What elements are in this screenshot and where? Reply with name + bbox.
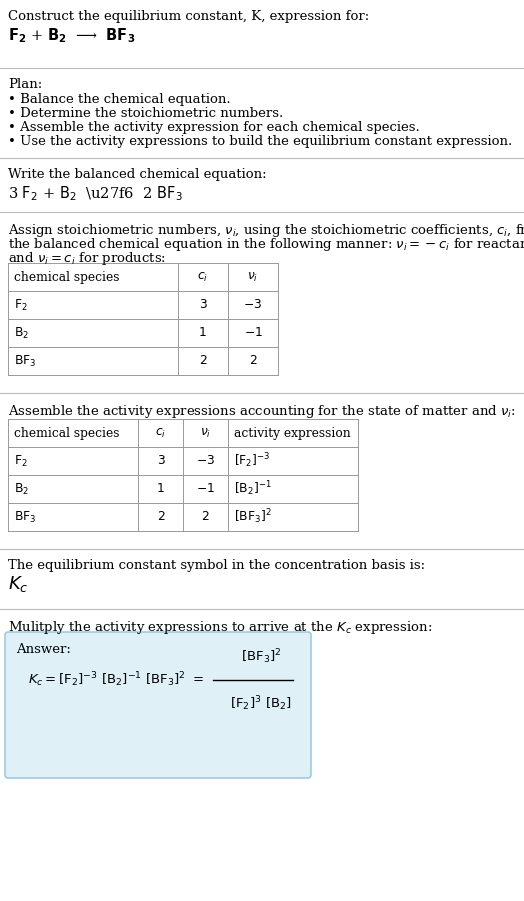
Text: Assign stoichiometric numbers, $\nu_i$, using the stoichiometric coefficients, $: Assign stoichiometric numbers, $\nu_i$, …	[8, 222, 524, 239]
Text: 3: 3	[199, 298, 207, 312]
Text: $\nu_i$: $\nu_i$	[200, 426, 211, 440]
Text: • Assemble the activity expression for each chemical species.: • Assemble the activity expression for e…	[8, 121, 420, 134]
Text: $\nu_i$: $\nu_i$	[247, 270, 258, 284]
Text: 1: 1	[199, 326, 207, 340]
Text: Plan:: Plan:	[8, 78, 42, 91]
Text: 2: 2	[157, 511, 165, 523]
Text: the balanced chemical equation in the following manner: $\nu_i = -c_i$ for react: the balanced chemical equation in the fo…	[8, 236, 524, 253]
Text: 1: 1	[157, 483, 165, 496]
Text: 3 $\mathrm{F_2}$ + $\mathrm{B_2}$  \u27f6  2 $\mathrm{BF_3}$: 3 $\mathrm{F_2}$ + $\mathrm{B_2}$ \u27f6…	[8, 184, 183, 203]
Text: $\mathrm{B_2}$: $\mathrm{B_2}$	[14, 325, 29, 341]
Text: $-3$: $-3$	[196, 454, 215, 468]
Text: $[\mathrm{BF_3}]^2$: $[\mathrm{BF_3}]^2$	[241, 647, 281, 666]
Text: Answer:: Answer:	[16, 643, 71, 656]
Text: The equilibrium constant symbol in the concentration basis is:: The equilibrium constant symbol in the c…	[8, 559, 425, 572]
Text: $\mathrm{B_2}$: $\mathrm{B_2}$	[14, 481, 29, 496]
Text: activity expression: activity expression	[234, 426, 351, 440]
Text: $K_c$: $K_c$	[8, 574, 29, 594]
Text: $\mathrm{F_2}$: $\mathrm{F_2}$	[14, 297, 28, 313]
Text: 2: 2	[249, 354, 257, 368]
Text: and $\nu_i = c_i$ for products:: and $\nu_i = c_i$ for products:	[8, 250, 166, 267]
Text: $-3$: $-3$	[244, 298, 263, 312]
Text: $\mathbf{F_2}$ + $\mathbf{B_2}$  ⟶  $\mathbf{BF_3}$: $\mathbf{F_2}$ + $\mathbf{B_2}$ ⟶ $\math…	[8, 26, 135, 45]
Text: chemical species: chemical species	[14, 270, 119, 284]
Text: 3: 3	[157, 454, 165, 468]
Text: $\mathrm{BF_3}$: $\mathrm{BF_3}$	[14, 509, 36, 524]
Text: • Balance the chemical equation.: • Balance the chemical equation.	[8, 93, 231, 106]
Text: Write the balanced chemical equation:: Write the balanced chemical equation:	[8, 168, 267, 181]
Text: $[\mathrm{BF_3}]^2$: $[\mathrm{BF_3}]^2$	[234, 507, 271, 526]
Text: $\mathrm{BF_3}$: $\mathrm{BF_3}$	[14, 353, 36, 369]
Text: $K_c = [\mathrm{F_2}]^{-3}\ [\mathrm{B_2}]^{-1}\ [\mathrm{BF_3}]^{2}\ =$: $K_c = [\mathrm{F_2}]^{-3}\ [\mathrm{B_2…	[28, 670, 204, 689]
Text: 2: 2	[199, 354, 207, 368]
Text: • Determine the stoichiometric numbers.: • Determine the stoichiometric numbers.	[8, 107, 283, 120]
Text: $c_i$: $c_i$	[198, 270, 209, 284]
Text: $-1$: $-1$	[196, 483, 215, 496]
Text: $-1$: $-1$	[244, 326, 263, 340]
Text: • Use the activity expressions to build the equilibrium constant expression.: • Use the activity expressions to build …	[8, 135, 512, 148]
Text: Assemble the activity expressions accounting for the state of matter and $\nu_i$: Assemble the activity expressions accoun…	[8, 403, 516, 420]
Text: $[\mathrm{B_2}]^{-1}$: $[\mathrm{B_2}]^{-1}$	[234, 479, 272, 498]
Text: Construct the equilibrium constant, K, expression for:: Construct the equilibrium constant, K, e…	[8, 10, 369, 23]
Text: $c_i$: $c_i$	[155, 426, 166, 440]
Text: $[\mathrm{F_2}]^{-3}$: $[\mathrm{F_2}]^{-3}$	[234, 451, 270, 470]
FancyBboxPatch shape	[5, 632, 311, 778]
Text: $[\mathrm{F_2}]^3\ [\mathrm{B_2}]$: $[\mathrm{F_2}]^3\ [\mathrm{B_2}]$	[230, 694, 292, 713]
Text: 2: 2	[202, 511, 210, 523]
Text: chemical species: chemical species	[14, 426, 119, 440]
Text: Mulitply the activity expressions to arrive at the $K_c$ expression:: Mulitply the activity expressions to arr…	[8, 619, 432, 636]
Text: $\mathrm{F_2}$: $\mathrm{F_2}$	[14, 453, 28, 469]
